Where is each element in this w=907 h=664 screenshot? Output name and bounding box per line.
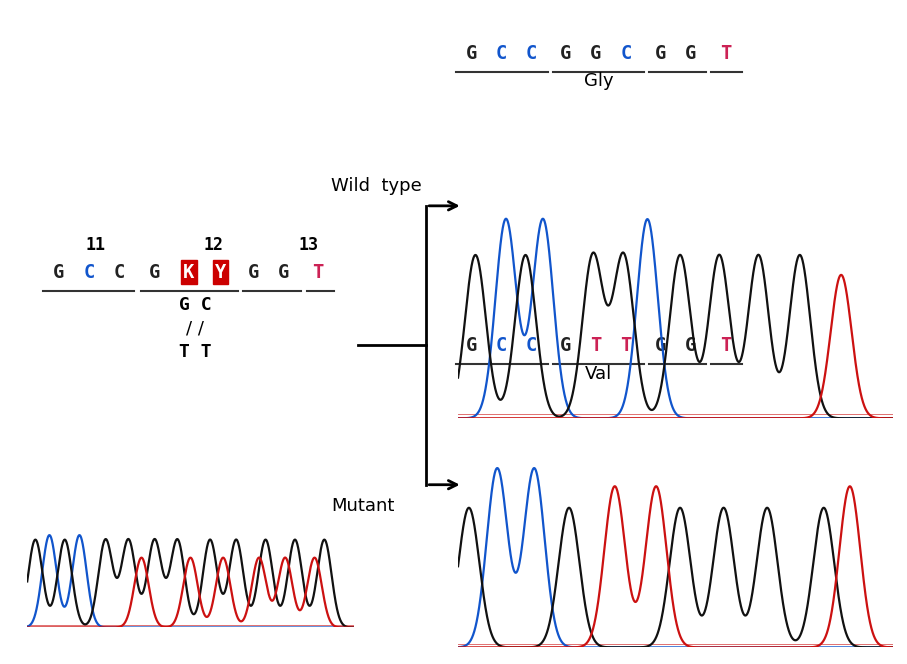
Text: C: C bbox=[526, 336, 537, 355]
Text: G: G bbox=[655, 336, 666, 355]
Text: C: C bbox=[496, 336, 507, 355]
Text: G: G bbox=[561, 336, 571, 355]
Text: G: G bbox=[249, 263, 259, 282]
Text: G: G bbox=[466, 44, 477, 62]
Text: G C: G C bbox=[179, 296, 211, 315]
Text: T: T bbox=[620, 336, 631, 355]
Text: Gly: Gly bbox=[584, 72, 613, 90]
Text: Wild  type: Wild type bbox=[331, 177, 422, 195]
Text: T: T bbox=[590, 336, 601, 355]
Text: C: C bbox=[620, 44, 631, 62]
Text: / /: / / bbox=[186, 319, 204, 338]
Text: G: G bbox=[561, 44, 571, 62]
Text: G: G bbox=[655, 44, 666, 62]
Text: C: C bbox=[113, 263, 124, 282]
Text: G: G bbox=[54, 263, 64, 282]
Text: 13: 13 bbox=[298, 236, 318, 254]
Text: G: G bbox=[685, 44, 696, 62]
Text: K: K bbox=[183, 263, 194, 282]
Text: C: C bbox=[526, 44, 537, 62]
Text: C: C bbox=[83, 263, 94, 282]
Text: Mutant: Mutant bbox=[331, 497, 395, 515]
Text: T: T bbox=[720, 336, 731, 355]
Text: C: C bbox=[496, 44, 507, 62]
Text: G: G bbox=[466, 336, 477, 355]
Text: Y: Y bbox=[215, 263, 226, 282]
Text: G: G bbox=[278, 263, 289, 282]
Text: Val: Val bbox=[585, 365, 612, 383]
Text: 11: 11 bbox=[85, 236, 105, 254]
Text: T: T bbox=[312, 263, 323, 282]
Text: T: T bbox=[720, 44, 731, 62]
Text: G: G bbox=[685, 336, 696, 355]
Text: 12: 12 bbox=[203, 236, 223, 254]
Text: T T: T T bbox=[179, 343, 211, 361]
Text: G: G bbox=[590, 44, 601, 62]
Text: G: G bbox=[149, 263, 160, 282]
